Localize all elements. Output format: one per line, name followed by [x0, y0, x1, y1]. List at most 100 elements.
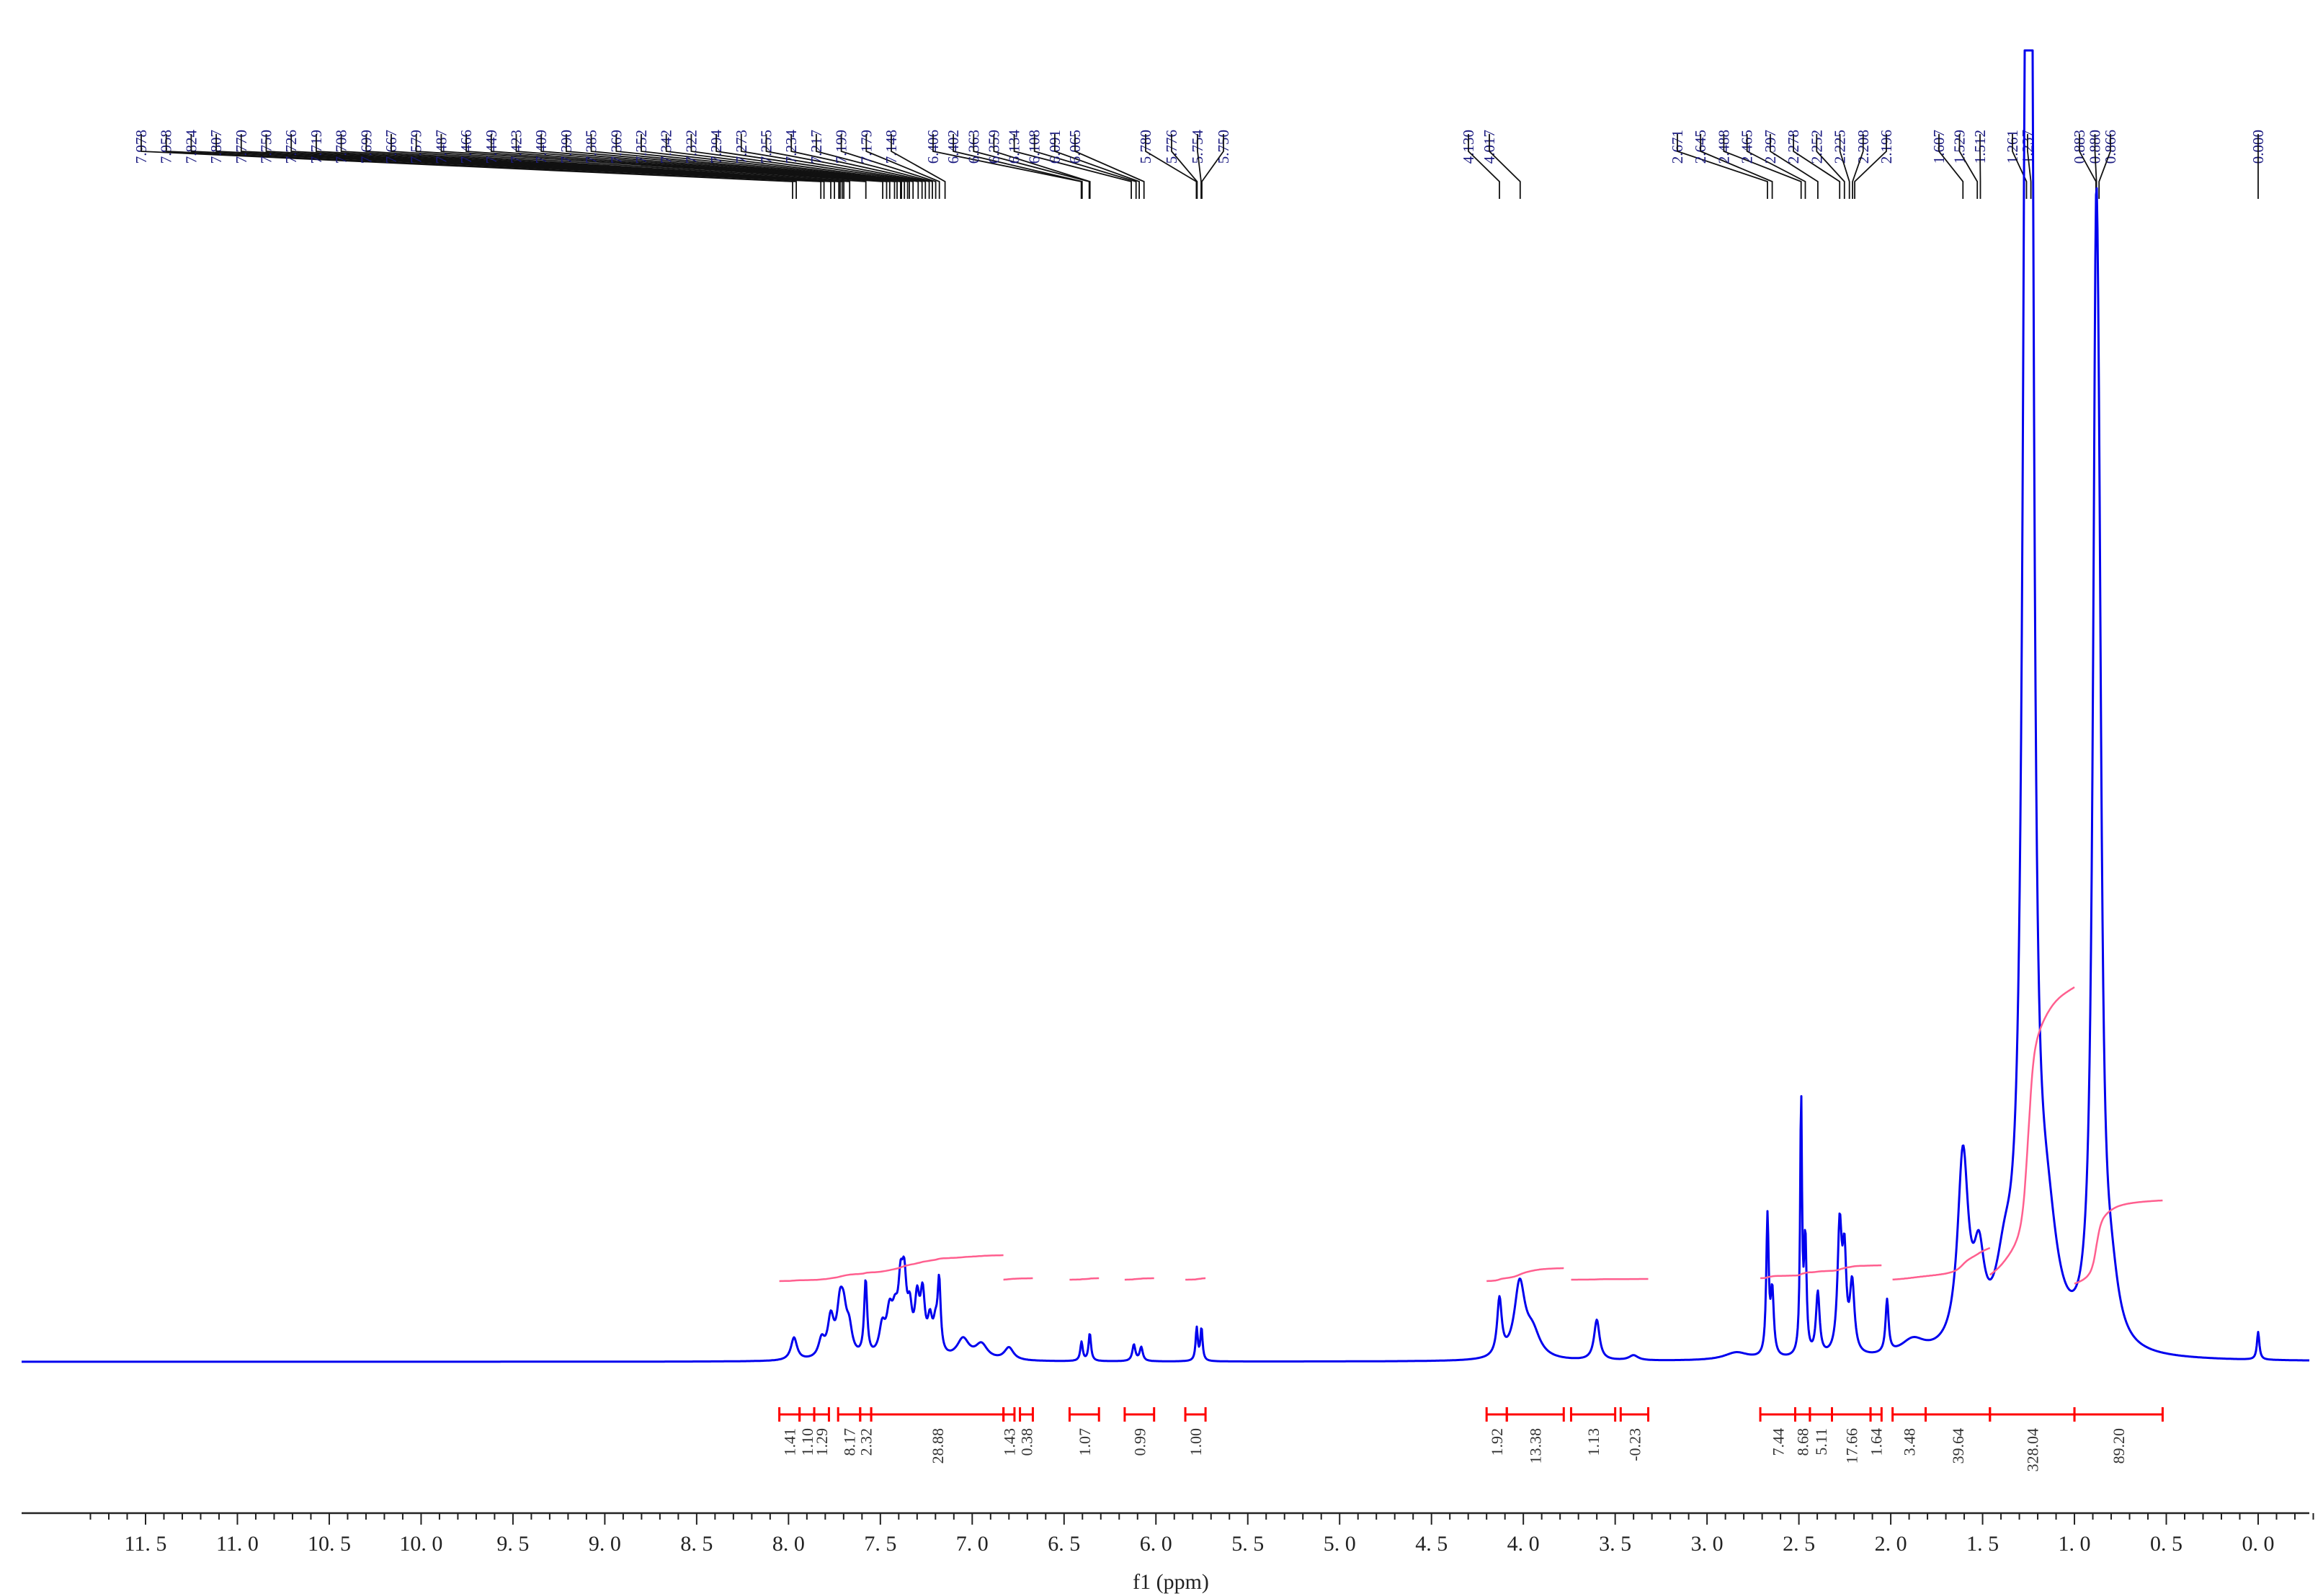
peak-label-connector: [1201, 134, 1224, 199]
peak-label-connector: [215, 134, 825, 199]
peak-label-connector: [415, 134, 867, 199]
integral-curve: [1989, 986, 2075, 1276]
peak-label-connector: [715, 134, 919, 199]
x-axis: 11. 5 11. 0 10. 5 10. 0 9. 5 9. 0 8. 5 8. 0 7. 5…: [22, 1512, 2314, 1556]
peak-label-connector: [490, 134, 891, 199]
integration-value: 7.44: [1769, 1428, 1787, 1456]
integral-curve: [1486, 1267, 1564, 1283]
peak-label-connector: [1677, 134, 1768, 199]
peak-label-group: 7.978 7.958 7.824 7.807 7.770 7.750 7.726 7.719…: [133, 130, 2267, 199]
x-tick-label: 9. 0: [589, 1532, 621, 1556]
peak-label-connector: [190, 134, 822, 199]
integration-value: 1.07: [1076, 1428, 1094, 1456]
peak-label-connector: [2098, 134, 2111, 199]
peak-label-connector: [932, 134, 1082, 199]
x-tick-label: 4. 5: [1415, 1532, 1448, 1556]
integration-value: 1.10: [798, 1428, 816, 1456]
peak-label-connector: [1468, 134, 1500, 199]
x-tick-label: 1. 0: [2059, 1532, 2091, 1556]
peak-label-connector: [165, 134, 797, 199]
x-axis-label: f1 (ppm): [1133, 1570, 1209, 1594]
peak-label-connector: [690, 134, 914, 199]
peak-label-connector: [1033, 134, 1137, 199]
integration-value: 3.48: [1901, 1428, 1919, 1456]
spectrum-area: [21, 49, 2310, 1363]
peak-label-connector: [1839, 134, 1850, 199]
peak-label-connector: [1013, 134, 1132, 199]
peak-label-connector: [2012, 134, 2028, 199]
peak-label-connector: [840, 134, 937, 199]
peak-label-connector: [1054, 134, 1140, 199]
x-tick-label: 7. 0: [956, 1532, 989, 1556]
integral-curve: [1185, 1277, 1206, 1281]
peak-label-connector: [1074, 134, 1145, 199]
peak-label-connector: [465, 134, 888, 199]
integration-value: 89.20: [2110, 1428, 2128, 1464]
peak-label-connector: [1852, 134, 1864, 199]
x-tick-label: 7. 5: [864, 1532, 896, 1556]
integration-value: 8.68: [1794, 1428, 1812, 1456]
integration-value: 1.29: [813, 1428, 831, 1456]
integral-curve: [1892, 1247, 1991, 1281]
peak-label-connector: [641, 134, 909, 199]
peak-label-connector: [953, 134, 1083, 199]
x-tick-label: 4. 0: [1507, 1532, 1540, 1556]
peak-label-connector: [340, 134, 843, 199]
peak-label-connector: [440, 134, 883, 199]
x-tick-label: 0. 5: [2150, 1532, 2182, 1556]
integration-value: 1.41: [781, 1428, 799, 1456]
integration-value: 39.64: [1949, 1428, 1967, 1464]
x-tick-label: 6. 0: [1140, 1532, 1172, 1556]
integration-value: 5.11: [1812, 1428, 1830, 1455]
x-tick-label: 8. 0: [772, 1532, 805, 1556]
peak-label-connector: [993, 134, 1091, 199]
integration-value: 328.04: [2023, 1428, 2041, 1472]
peak-label-connector: [590, 134, 902, 199]
peak-label-connector: [1723, 134, 1802, 199]
peak-label-connector: [515, 134, 896, 199]
peak-label-connector: [141, 134, 793, 199]
x-tick-label: 5. 5: [1231, 1532, 1264, 1556]
peak-label-connector: [865, 134, 940, 199]
x-tick-label: 10. 0: [399, 1532, 442, 1556]
integral-curve-group: [779, 986, 2163, 1285]
integration-value: -0.23: [1626, 1428, 1644, 1461]
x-tick-label: 1. 5: [1966, 1532, 1999, 1556]
peak-label-connector: [1171, 134, 1198, 199]
integration-value: 8.17: [841, 1428, 859, 1456]
integration-value: 1.00: [1187, 1428, 1205, 1456]
integration-value: 0.38: [1018, 1428, 1036, 1456]
integral-curve: [2074, 1199, 2163, 1285]
peak-label-connector: [1145, 134, 1198, 199]
peak-label-connector: [1770, 134, 1819, 199]
peak-label-connector: [1489, 134, 1521, 199]
spectrum-line: [21, 49, 2310, 1363]
integration-value: 2.32: [857, 1428, 875, 1456]
peak-label-connector: [265, 134, 835, 199]
peak-label-connector: [973, 134, 1090, 199]
integral-curve: [1069, 1277, 1100, 1281]
x-tick-label: 6. 5: [1048, 1532, 1080, 1556]
peak-label-connector: [1700, 134, 1773, 199]
integration-value: 28.88: [929, 1428, 947, 1464]
peak-label-connector: [1958, 134, 1979, 199]
integration-value: 1.13: [1584, 1428, 1602, 1456]
peak-label-connector: [790, 134, 930, 199]
integration-bracket-group: 1.41 1.101.29 8.172.32 28.88 1.43 0.38 1.07 0.9…: [778, 1407, 2164, 1472]
x-tick-label: 3. 5: [1599, 1532, 1631, 1556]
peak-label-connector: [391, 134, 851, 199]
peak-label-connector: [316, 134, 841, 199]
x-tick-label: 11. 0: [216, 1532, 259, 1556]
integration-value: 1.43: [1000, 1428, 1018, 1456]
x-tick-label: 3. 0: [1691, 1532, 1724, 1556]
integration-value: 13.38: [1527, 1428, 1545, 1464]
peak-label-connector: [740, 134, 923, 199]
x-tick-label: 2. 5: [1783, 1532, 1815, 1556]
peak-label-connector: [816, 134, 933, 199]
peak-label-connector: [365, 134, 844, 199]
peak-label-connector: [240, 134, 831, 199]
peak-label-connector: [1816, 134, 1845, 199]
peak-label-connector: [540, 134, 898, 199]
integral-curve: [1003, 1277, 1033, 1281]
peak-label-connector: [1979, 134, 1981, 199]
